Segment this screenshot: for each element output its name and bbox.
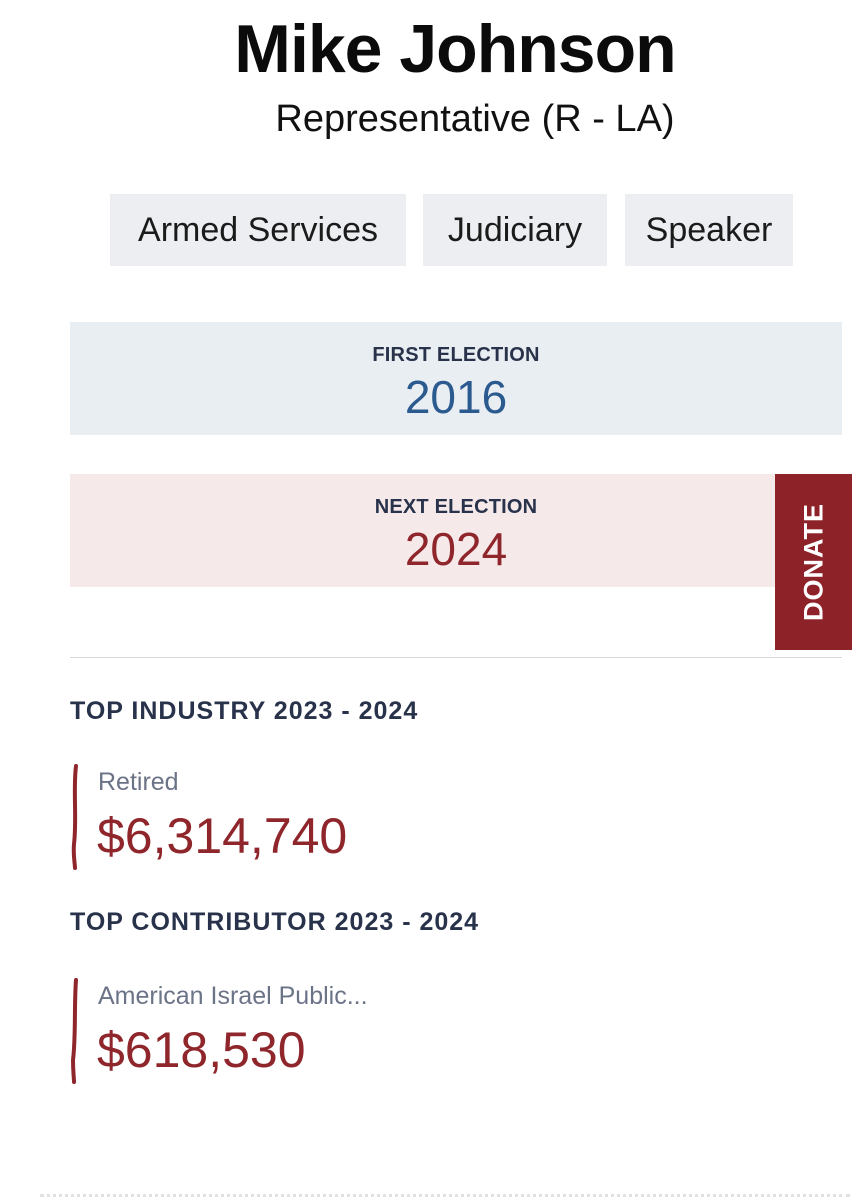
annotation-mark [70, 978, 78, 1084]
top-contributor-name[interactable]: American Israel Public... [98, 982, 368, 1010]
first-election-label: FIRST ELECTION [372, 344, 540, 366]
annotation-mark [71, 764, 78, 870]
section-divider [70, 657, 842, 658]
top-industry-title: TOP INDUSTRY 2023 - 2024 [70, 697, 419, 725]
donate-button-label: DONATE [798, 503, 828, 621]
profile-role: Representative (R - LA) [275, 98, 675, 140]
next-election-label: NEXT ELECTION [374, 496, 538, 518]
first-election-card: FIRST ELECTION 2016 [70, 322, 842, 435]
top-industry-entry: Retired $6,314,740 [70, 762, 770, 872]
next-election-year: 2024 [404, 523, 508, 575]
first-election-year: 2016 [404, 371, 508, 423]
top-contributor-entry: American Israel Public... $618,530 [70, 976, 770, 1086]
committee-chip-judiciary[interactable]: Judiciary [423, 194, 607, 266]
committee-chip-armed-services[interactable]: Armed Services [110, 194, 406, 266]
top-industry-amount: $6,314,740 [97, 808, 348, 864]
top-industry-name: Retired [98, 768, 179, 796]
committee-chip-speaker[interactable]: Speaker [625, 194, 793, 266]
bottom-divider [40, 1194, 850, 1197]
top-contributor-title: TOP CONTRIBUTOR 2023 - 2024 [70, 908, 480, 936]
donate-button[interactable]: DONATE [775, 474, 852, 650]
committee-list: Armed Services Judiciary Speaker [0, 194, 852, 266]
next-election-card: NEXT ELECTION 2024 [70, 474, 842, 587]
top-contributor-amount: $618,530 [97, 1022, 306, 1078]
profile-name: Mike Johnson [234, 11, 676, 87]
